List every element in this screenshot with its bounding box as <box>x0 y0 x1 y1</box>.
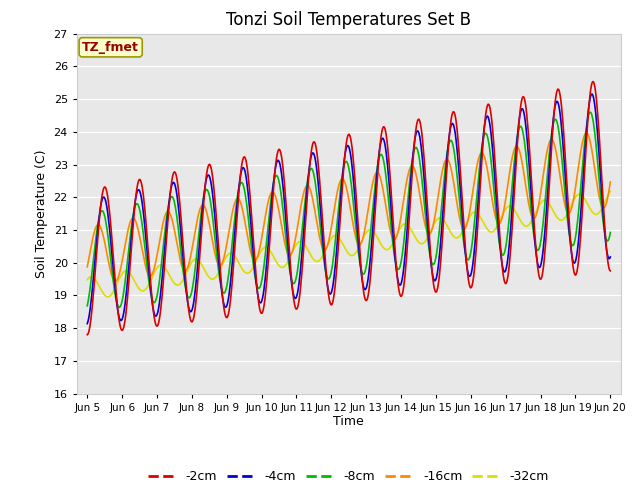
-16cm <box>228 211 236 217</box>
-32cm <box>104 294 111 300</box>
-8cm <box>115 304 123 310</box>
-4cm <box>83 321 91 326</box>
-16cm <box>582 130 590 136</box>
-8cm <box>607 229 614 235</box>
-8cm <box>147 293 155 299</box>
-16cm <box>428 227 436 232</box>
-8cm <box>200 191 208 197</box>
Line: -4cm: -4cm <box>87 94 611 324</box>
X-axis label: Time: Time <box>333 415 364 429</box>
-8cm <box>93 229 100 235</box>
Title: Tonzi Soil Temperatures Set B: Tonzi Soil Temperatures Set B <box>227 11 471 29</box>
-32cm <box>83 277 91 283</box>
-32cm <box>607 189 614 194</box>
-2cm <box>227 289 235 295</box>
-16cm <box>93 223 100 228</box>
-8cm <box>413 145 420 151</box>
-4cm <box>588 91 596 97</box>
Line: -2cm: -2cm <box>87 82 611 335</box>
-2cm <box>589 79 596 84</box>
-16cm <box>83 264 91 270</box>
-4cm <box>147 286 154 292</box>
-16cm <box>200 204 208 209</box>
-32cm <box>147 276 155 282</box>
-8cm <box>83 303 91 309</box>
-32cm <box>200 267 208 273</box>
-32cm <box>413 237 420 243</box>
-4cm <box>200 194 207 200</box>
-32cm <box>228 251 236 256</box>
-16cm <box>413 175 420 181</box>
-16cm <box>112 278 120 284</box>
Text: TZ_fmet: TZ_fmet <box>82 41 139 54</box>
-16cm <box>147 273 155 278</box>
-4cm <box>93 238 100 243</box>
-16cm <box>607 179 614 185</box>
Legend: -2cm, -4cm, -8cm, -16cm, -32cm: -2cm, -4cm, -8cm, -16cm, -32cm <box>143 465 554 480</box>
-2cm <box>200 200 207 205</box>
-8cm <box>428 261 436 266</box>
-2cm <box>428 261 435 267</box>
-2cm <box>83 332 91 337</box>
-2cm <box>147 279 154 285</box>
-4cm <box>607 254 614 260</box>
-8cm <box>228 242 236 248</box>
-32cm <box>93 279 100 285</box>
-4cm <box>428 264 435 269</box>
-4cm <box>412 131 420 136</box>
Line: -16cm: -16cm <box>87 133 611 281</box>
-32cm <box>428 225 436 231</box>
-4cm <box>227 271 235 277</box>
-2cm <box>607 268 614 274</box>
-8cm <box>586 109 594 115</box>
Line: -8cm: -8cm <box>87 112 611 307</box>
Y-axis label: Soil Temperature (C): Soil Temperature (C) <box>35 149 48 278</box>
Line: -32cm: -32cm <box>87 192 611 297</box>
-2cm <box>93 249 100 254</box>
-2cm <box>412 125 420 131</box>
